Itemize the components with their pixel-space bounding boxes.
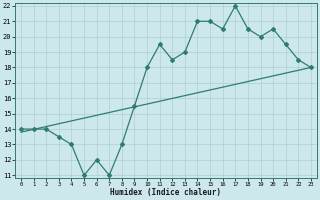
X-axis label: Humidex (Indice chaleur): Humidex (Indice chaleur) [110,188,221,197]
